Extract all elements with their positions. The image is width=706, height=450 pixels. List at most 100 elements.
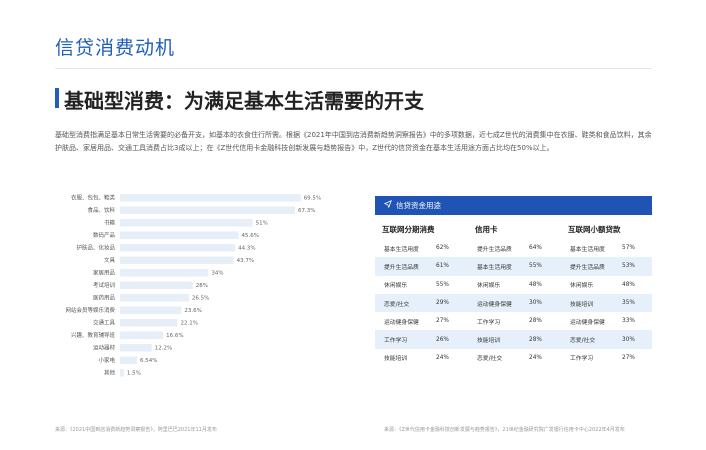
category-label: 兴趣、教育辅导班 bbox=[71, 331, 116, 339]
value-label: 22.1% bbox=[180, 321, 197, 327]
cell-value: 61% bbox=[436, 257, 468, 276]
cell-value: 55% bbox=[436, 281, 449, 288]
panel-header: 信贷资金用途 bbox=[375, 196, 652, 215]
column-header: 互联网分期消费 bbox=[382, 224, 435, 234]
cell-value: 27% bbox=[436, 318, 449, 325]
bar bbox=[120, 219, 253, 227]
cell-value: 48% bbox=[529, 281, 542, 288]
source-note-left: 来源：《2021中国到店消费新趋势洞察报告》，阿里巴巴2021年11月发布 bbox=[55, 427, 217, 433]
value-label: 12.2% bbox=[155, 346, 172, 352]
table-row: 技能培训 24% 恋爱/社交 24% 工作学习 27% bbox=[375, 349, 652, 367]
source-note-right: 来源：《Z世代信用卡金融科技创新发展与趋势报告》，21世纪金融研究院广发银行信用… bbox=[384, 427, 625, 433]
value-label: 16.6% bbox=[166, 333, 183, 339]
cell-label: 休闲娱乐 bbox=[570, 283, 594, 290]
cell-label: 技能培训 bbox=[468, 330, 529, 349]
table-row: 休闲娱乐 55% 休闲娱乐 48% 休闲娱乐 48% bbox=[375, 276, 652, 294]
value-label: 1.5% bbox=[127, 371, 141, 377]
table-row: 工作学习 26% 技能培训 28% 恋爱/社交 30% bbox=[375, 330, 652, 349]
cell-value: 24% bbox=[529, 354, 542, 361]
cell-value: 62% bbox=[436, 245, 449, 252]
cell-label: 工作学习 bbox=[477, 319, 501, 326]
column-header: 互联网小额贷款 bbox=[568, 224, 621, 234]
cell-value: 35% bbox=[622, 293, 652, 313]
value-label: 28% bbox=[196, 283, 208, 289]
bar bbox=[120, 281, 193, 289]
cell-value: 33% bbox=[622, 318, 635, 325]
cell-value: 48% bbox=[622, 281, 635, 288]
cell-label: 工作学习 bbox=[375, 330, 436, 349]
value-label: 23.6% bbox=[184, 308, 201, 314]
section-accent-bar bbox=[55, 88, 59, 108]
category-label: 其他 bbox=[104, 369, 116, 377]
cell-label: 工作学习 bbox=[570, 356, 594, 363]
bar bbox=[120, 194, 301, 202]
cell-value: 53% bbox=[622, 257, 652, 276]
cell-label: 提升生活品质 bbox=[375, 257, 436, 276]
cell-label: 恋爱/社交 bbox=[375, 293, 436, 313]
bar bbox=[120, 319, 178, 327]
cell-value: 57% bbox=[622, 245, 635, 252]
category-label: 文具 bbox=[104, 256, 116, 264]
bar bbox=[120, 256, 234, 264]
bar bbox=[120, 269, 209, 277]
category-label: 食品、饮料 bbox=[87, 206, 115, 214]
cell-value: 26% bbox=[436, 330, 468, 349]
bar bbox=[120, 244, 236, 252]
category-label: 衣服、包包、鞋类 bbox=[71, 194, 116, 202]
value-label: 51% bbox=[256, 221, 268, 227]
cell-label: 技能培训 bbox=[384, 356, 408, 363]
cell-label: 技能培训 bbox=[561, 293, 622, 313]
table-header-row: 互联网分期消费 信用卡 互联网小额贷款 bbox=[375, 219, 652, 239]
cell-label: 提升生活品质 bbox=[561, 257, 622, 276]
column-header: 信用卡 bbox=[475, 224, 498, 234]
cell-label: 基本生活用度 bbox=[384, 246, 419, 253]
credit-use-table: 互联网分期消费 信用卡 互联网小额贷款 基本生活用度 62% 提升生活品质 64% 基本… bbox=[375, 219, 652, 367]
spending-bar-chart: 衣服、包包、鞋类 69.5% 食品、饮料 67.3% 书籍 51% 数码产品 45.6% 护肤品… bbox=[65, 194, 321, 377]
category-label: 考试培训 bbox=[93, 281, 116, 289]
value-label: 44.3% bbox=[238, 246, 255, 252]
category-label: 护肤品、化妆品 bbox=[76, 244, 115, 252]
cell-label: 基本生活用度 bbox=[468, 257, 529, 276]
value-label: 34% bbox=[211, 271, 223, 277]
bar bbox=[120, 231, 239, 239]
cell-label: 休闲娱乐 bbox=[384, 283, 408, 290]
bar bbox=[120, 206, 295, 214]
category-label: 网站会员等娱乐消费 bbox=[65, 306, 115, 314]
category-label: 书籍 bbox=[104, 219, 116, 227]
table-row: 基本生活用度 62% 提升生活品质 64% 基本生活用度 57% bbox=[375, 239, 652, 257]
category-label: 医药用品 bbox=[93, 294, 116, 302]
category-label: 交通工具 bbox=[93, 319, 116, 327]
table-row: 恋爱/社交 29% 运动健身保健 30% 技能培训 35% bbox=[375, 293, 652, 313]
bar bbox=[120, 369, 124, 377]
panel-title: 信贷资金用途 bbox=[396, 201, 441, 210]
cell-value: 30% bbox=[622, 330, 652, 349]
category-label: 运动器材 bbox=[93, 344, 116, 352]
cell-label: 运动健身保健 bbox=[384, 319, 419, 326]
cell-value: 29% bbox=[436, 293, 468, 313]
category-label: 小家电 bbox=[98, 356, 115, 364]
value-label: 6.54% bbox=[140, 358, 157, 364]
cell-label: 恋爱/社交 bbox=[477, 356, 503, 363]
value-label: 43.7% bbox=[237, 258, 254, 264]
cell-label: 恋爱/社交 bbox=[561, 330, 622, 349]
cell-value: 27% bbox=[622, 354, 635, 361]
value-label: 45.6% bbox=[242, 233, 259, 239]
bar bbox=[120, 356, 138, 364]
section-title: 基础型消费：为满足基本生活需要的开支 bbox=[64, 89, 424, 113]
cell-value: 64% bbox=[529, 245, 542, 252]
category-label: 数码产品 bbox=[93, 231, 116, 239]
cell-label: 休闲娱乐 bbox=[477, 283, 501, 290]
cell-value: 55% bbox=[529, 257, 561, 276]
cell-value: 28% bbox=[529, 318, 542, 325]
bar bbox=[120, 344, 152, 352]
cell-value: 28% bbox=[529, 330, 561, 349]
bar bbox=[120, 331, 164, 339]
send-icon bbox=[383, 196, 392, 215]
bar bbox=[120, 306, 182, 314]
header-divider bbox=[55, 68, 652, 69]
intro-paragraph: 基础型消费指满足基本日常生活需要的必备开支，如基本的衣食住行所需。根据《2021… bbox=[55, 131, 652, 152]
category-label: 家居用品 bbox=[93, 269, 116, 277]
cell-label: 运动健身保健 bbox=[570, 319, 605, 326]
page-title: 信贷消费动机 bbox=[55, 37, 176, 59]
value-label: 26.5% bbox=[192, 296, 209, 302]
